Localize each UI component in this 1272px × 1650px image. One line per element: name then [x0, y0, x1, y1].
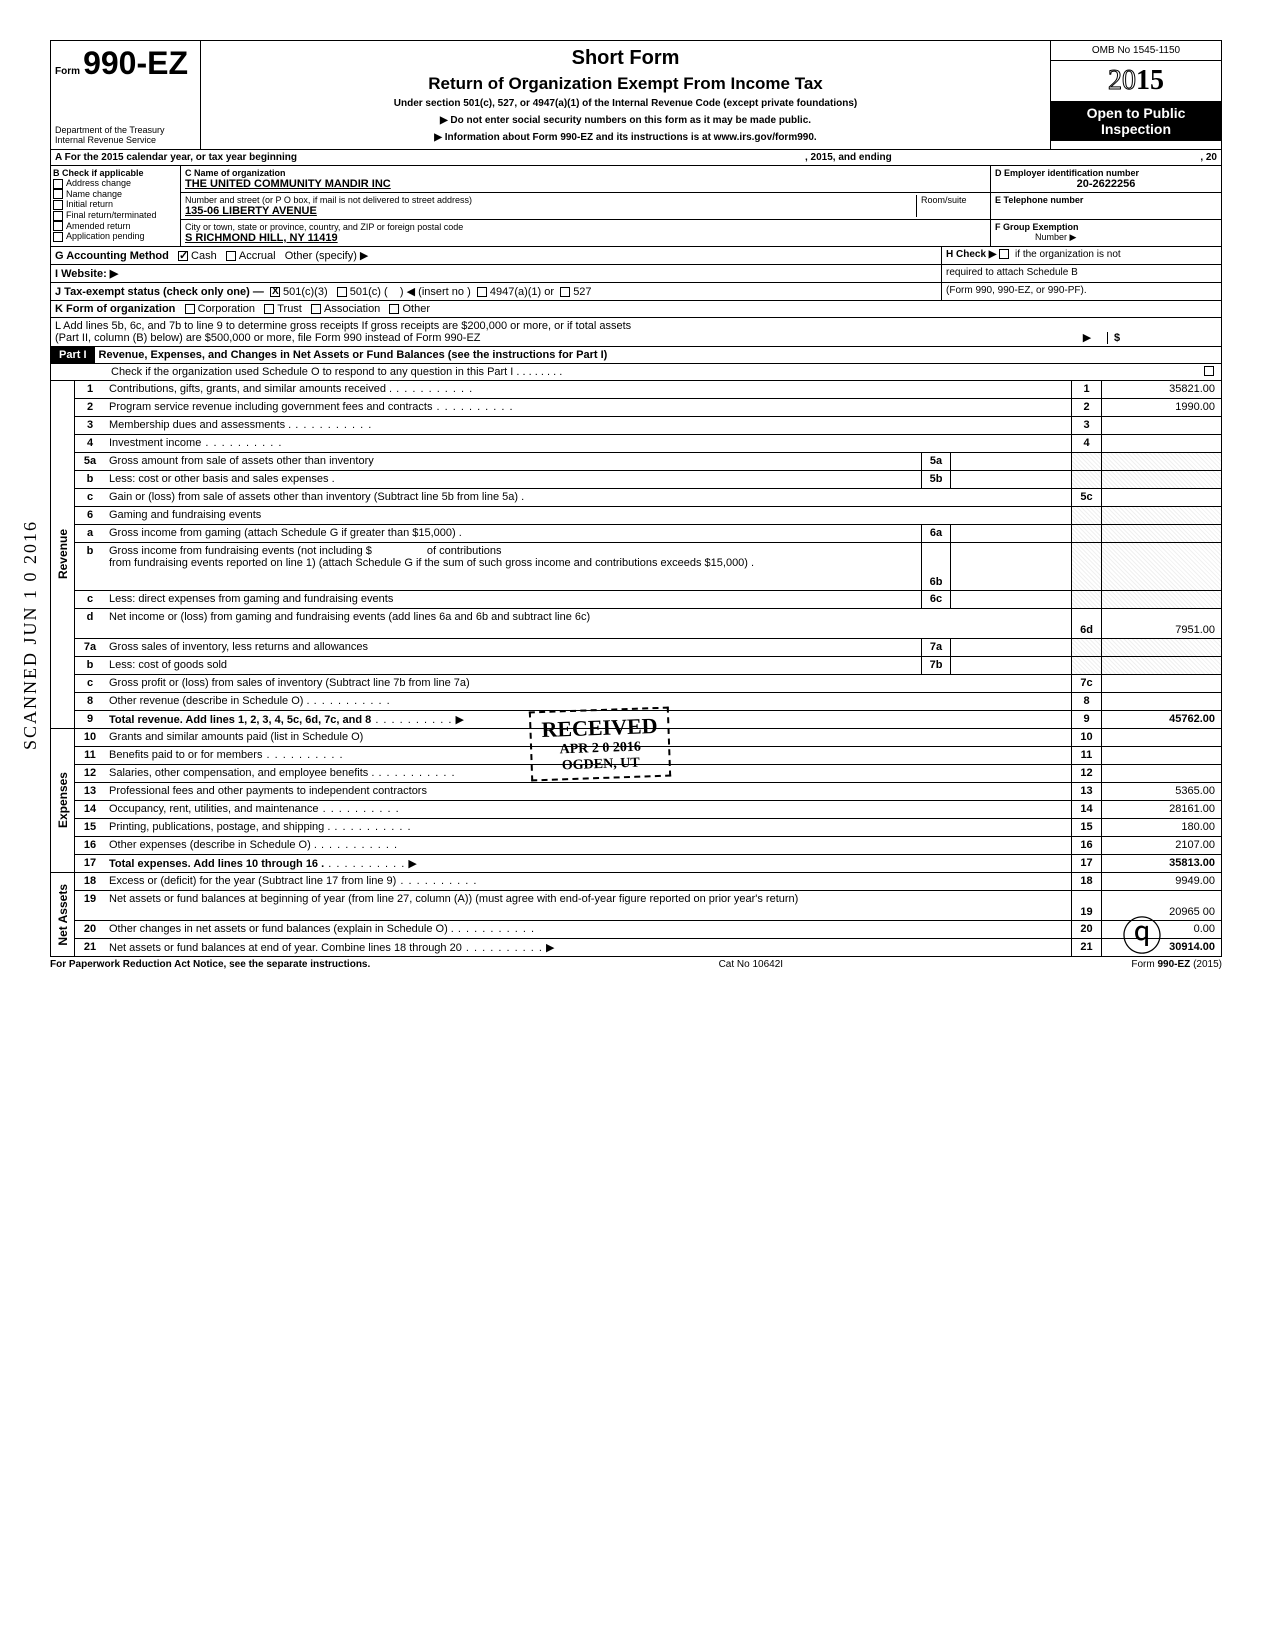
checkbox-accrual[interactable] [226, 251, 236, 261]
org-info-grid: B Check if applicable Address change Nam… [50, 166, 1222, 247]
org-name: THE UNITED COMMUNITY MANDIR INC [185, 178, 986, 190]
checkbox-trust[interactable] [264, 304, 274, 314]
form-number: Form 990-EZ [55, 45, 196, 82]
line-14-value: 28161.00 [1101, 801, 1221, 818]
checkbox-amended[interactable] [53, 221, 63, 231]
row-g-h: G Accounting Method Cash Accrual Other (… [50, 247, 1222, 265]
checkbox-501c3[interactable] [270, 287, 280, 297]
row-l: L Add lines 5b, 6c, and 7b to line 9 to … [50, 318, 1222, 347]
warn-ssn: ▶ Do not enter social security numbers o… [211, 115, 1040, 126]
col-b-checkboxes: B Check if applicable Address change Nam… [51, 166, 181, 246]
subtitle: Under section 501(c), 527, or 4947(a)(1)… [211, 98, 1040, 109]
checkbox-final-return[interactable] [53, 211, 63, 221]
dept-irs: Internal Revenue Service [55, 135, 196, 145]
main-title: Return of Organization Exempt From Incom… [211, 74, 1040, 94]
expenses-section: Expenses 10Grants and similar amounts pa… [50, 729, 1222, 873]
checkbox-association[interactable] [311, 304, 321, 314]
omb-number: OMB No 1545-1150 [1051, 41, 1221, 61]
checkbox-cash[interactable] [178, 251, 188, 261]
org-city: S RICHMOND HILL, NY 11419 [185, 232, 986, 244]
checkbox-527[interactable] [560, 287, 570, 297]
scanned-stamp: SCANNED JUN 1 0 2016 [20, 520, 41, 750]
short-form-title: Short Form [211, 47, 1040, 70]
open-inspection: Open to Public Inspection [1051, 101, 1221, 141]
checkbox-other-org[interactable] [389, 304, 399, 314]
line-16-value: 2107.00 [1101, 837, 1221, 854]
checkbox-corporation[interactable] [185, 304, 195, 314]
dept-treasury: Department of the Treasury [55, 125, 196, 135]
ein: 20-2622256 [995, 178, 1217, 190]
handwritten-mark: ⓠ [1122, 904, 1162, 962]
net-assets-section: Net Assets 18Excess or (deficit) for the… [50, 873, 1222, 957]
row-k: K Form of organization Corporation Trust… [50, 301, 1222, 318]
line-17-total-expenses: 35813.00 [1101, 855, 1221, 872]
warn-info: ▶ Information about Form 990-EZ and its … [211, 132, 1040, 143]
checkbox-name-change[interactable] [53, 189, 63, 199]
checkbox-initial-return[interactable] [53, 200, 63, 210]
checkbox-4947[interactable] [477, 287, 487, 297]
line-13-value: 5365.00 [1101, 783, 1221, 800]
line-6d-value: 7951.00 [1101, 609, 1221, 638]
org-street: 135-06 LIBERTY AVENUE [185, 205, 916, 217]
line-18-value: 9949.00 [1101, 873, 1221, 890]
checkbox-address-change[interactable] [53, 179, 63, 189]
checkbox-501c[interactable] [337, 287, 347, 297]
checkbox-schedule-b[interactable] [999, 249, 1009, 259]
col-def: D Employer identification number 20-2622… [991, 166, 1221, 246]
checkbox-application-pending[interactable] [53, 232, 63, 242]
part-i-check: Check if the organization used Schedule … [50, 364, 1222, 381]
revenue-section: Revenue 1Contributions, gifts, grants, a… [50, 381, 1222, 729]
page-footer: For Paperwork Reduction Act Notice, see … [50, 957, 1222, 972]
tax-year: 2015 [1051, 61, 1221, 101]
checkbox-schedule-o[interactable] [1204, 366, 1214, 376]
part-i-header: Part I Revenue, Expenses, and Changes in… [50, 347, 1222, 364]
row-a-tax-year: A For the 2015 calendar year, or tax yea… [50, 150, 1222, 166]
row-j: J Tax-exempt status (check only one) — 5… [50, 283, 1222, 301]
line-9-total-revenue: 45762.00 [1101, 711, 1221, 728]
form-header: Form 990-EZ Department of the Treasury I… [50, 40, 1222, 150]
line-2-value: 1990.00 [1101, 399, 1221, 416]
form-page: SCANNED JUN 1 0 2016 Form 990-EZ Departm… [50, 40, 1222, 972]
row-i: I Website: ▶ required to attach Schedule… [50, 265, 1222, 283]
line-1-value: 35821.00 [1101, 381, 1221, 398]
col-c-org-name: C Name of organization THE UNITED COMMUN… [181, 166, 991, 246]
line-15-value: 180.00 [1101, 819, 1221, 836]
